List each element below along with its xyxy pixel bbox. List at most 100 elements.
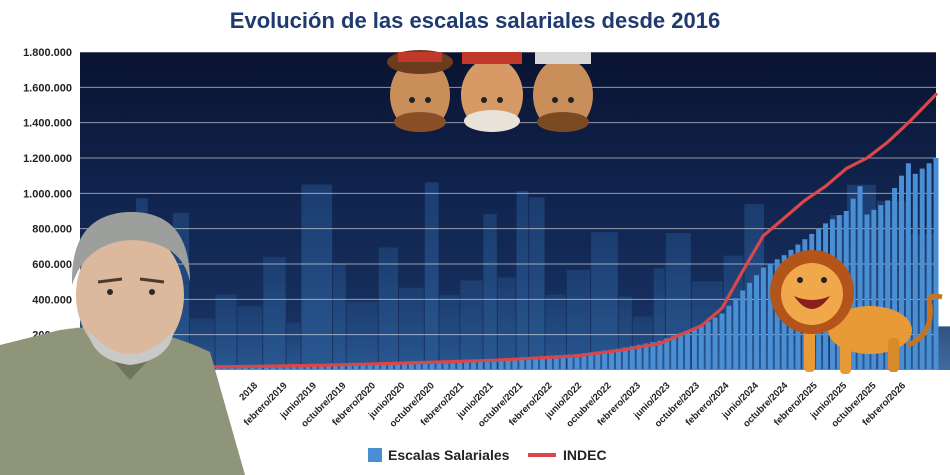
bar: [657, 340, 663, 370]
bar: [615, 348, 621, 370]
bar: [533, 356, 539, 370]
bar: [919, 168, 925, 370]
y-tick-label: 600.000: [32, 259, 72, 271]
bar: [546, 355, 552, 370]
y-axis: 1.800.000 1.600.000 1.400.000 1.200.000 1.00…: [23, 47, 72, 377]
bar: [326, 364, 332, 370]
bar: [602, 350, 608, 370]
bar: [664, 338, 670, 370]
line-series-indec: [78, 92, 938, 370]
bar: [353, 363, 359, 370]
bar: [395, 362, 401, 370]
legend-label-escalas: Escalas Salariales: [388, 447, 510, 463]
bar: [526, 356, 532, 370]
x-axis: 2018febrero/2019junio/2019octubre/2019fe…: [237, 380, 908, 430]
lion-illustration: [770, 250, 943, 374]
bar: [319, 364, 325, 370]
bar: [691, 328, 697, 370]
bar: [505, 358, 511, 370]
bar: [698, 325, 704, 370]
bar: [491, 359, 497, 370]
bar: [595, 351, 601, 370]
bar: [560, 354, 566, 370]
bar: [588, 352, 594, 370]
bar: [574, 354, 580, 370]
bar: [705, 321, 711, 370]
bar: [401, 362, 407, 370]
bar: [857, 186, 863, 370]
bar: [629, 346, 635, 370]
bar: [443, 360, 449, 370]
bar: [346, 363, 352, 370]
y-tick-label: 1.600.000: [23, 82, 72, 94]
bar: [464, 360, 470, 370]
y-tick-label: 1.400.000: [23, 118, 72, 130]
bar: [712, 317, 718, 370]
legend: Escalas Salariales INDEC: [368, 447, 607, 463]
bar: [540, 356, 546, 370]
bar: [339, 363, 345, 370]
bar: [733, 298, 739, 370]
bar: [305, 364, 311, 370]
bar: [284, 365, 290, 370]
bar: [747, 282, 753, 370]
bar: [678, 333, 684, 370]
bar: [726, 305, 732, 370]
bar: [581, 353, 587, 370]
legend-label-indec: INDEC: [563, 447, 607, 463]
bar: [553, 355, 559, 370]
bar: [719, 313, 725, 370]
bar: [450, 360, 456, 370]
bar: [519, 357, 525, 370]
bar: [885, 200, 891, 370]
chart-title: Evolución de las escalas salariales desd…: [230, 8, 720, 33]
bar: [926, 163, 932, 370]
y-tick-label: 800.000: [32, 224, 72, 236]
bar: [436, 361, 442, 370]
bar: [767, 263, 773, 370]
bar: [892, 188, 898, 370]
bar: [367, 363, 373, 370]
bar: [484, 359, 490, 370]
y-tick-label: 1.000.000: [23, 188, 72, 200]
bar: [374, 363, 380, 370]
bar: [643, 343, 649, 370]
bar: [360, 363, 366, 370]
bar: [650, 342, 656, 370]
legend-swatch-escalas: [368, 448, 382, 462]
x-tick-label: 2018: [237, 380, 260, 403]
man-illustration: [0, 211, 245, 475]
bar: [671, 335, 677, 370]
bar: [622, 347, 628, 370]
bar: [760, 267, 766, 370]
bar: [740, 290, 746, 370]
bar: [332, 364, 338, 370]
bar: [277, 365, 283, 370]
bar: [878, 205, 884, 370]
bar: [429, 361, 435, 370]
bar: [609, 349, 615, 370]
bar: [933, 158, 939, 370]
bar: [415, 361, 421, 370]
y-tick-label: 1.800.000: [23, 47, 72, 59]
bar: [422, 361, 428, 370]
bar: [754, 275, 760, 370]
bar: [312, 364, 318, 370]
bar: [864, 214, 870, 370]
bar: [291, 364, 297, 370]
bar: [470, 359, 476, 370]
bar: [912, 173, 918, 370]
bar: [298, 364, 304, 370]
bar: [567, 354, 573, 370]
bar: [684, 330, 690, 370]
toy-figures-image: [387, 50, 593, 132]
bar: [905, 163, 911, 370]
y-tick-label: 1.200.000: [23, 153, 72, 165]
bar: [457, 360, 463, 370]
bar: [498, 358, 504, 370]
bar: [388, 362, 394, 370]
y-tick-label: 400.000: [32, 294, 72, 306]
bar: [408, 362, 414, 370]
bar: [636, 344, 642, 370]
